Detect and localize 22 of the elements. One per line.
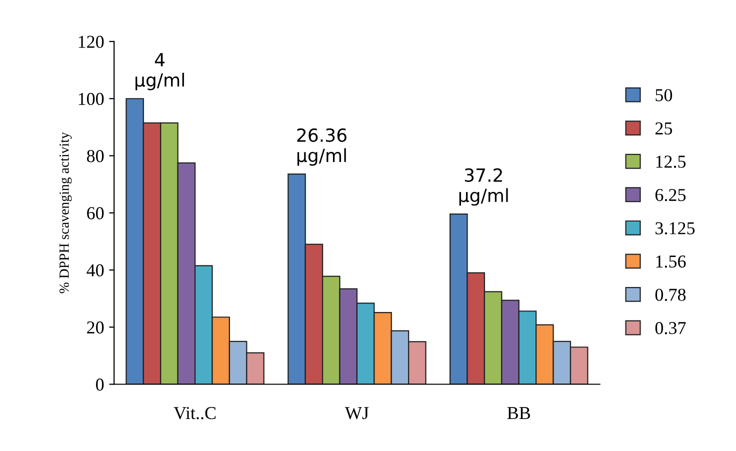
x-tick-label: BB bbox=[507, 407, 530, 420]
annotation: 26.36 µg/ml bbox=[297, 128, 346, 166]
legend-label: 3.125 bbox=[656, 222, 695, 234]
y-tick-label: 60 bbox=[87, 207, 104, 220]
x-tick-label: Vit..C bbox=[174, 407, 216, 420]
legend-label: 0.78 bbox=[655, 288, 686, 301]
annotation: 4 µg/ml bbox=[136, 53, 184, 90]
legend-label: 50 bbox=[656, 89, 672, 102]
y-tick-label: 40 bbox=[86, 264, 104, 276]
annotation: 37.2 µg/ml bbox=[459, 168, 508, 206]
y-axis-title: % DPPH scavenging activity bbox=[59, 132, 72, 294]
legend-label: 6.25 bbox=[655, 188, 686, 202]
legend-label: 0.37 bbox=[655, 322, 686, 334]
legend-label: 12.5 bbox=[656, 156, 686, 168]
y-tick-label: 80 bbox=[86, 150, 104, 162]
y-tick-label: 120 bbox=[78, 36, 104, 48]
legend-label: 25 bbox=[655, 122, 672, 135]
y-tick-label: 20 bbox=[87, 321, 104, 334]
y-tick-label: 100 bbox=[78, 92, 104, 106]
x-tick-label: WJ bbox=[344, 407, 369, 420]
legend-label: 1.56 bbox=[656, 255, 686, 268]
y-tick-label: 0 bbox=[96, 378, 104, 391]
